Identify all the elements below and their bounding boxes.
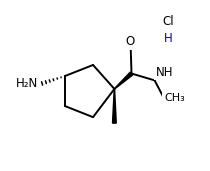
Polygon shape [114,72,133,89]
Text: O: O [126,35,135,48]
Text: CH₃: CH₃ [164,93,185,103]
Polygon shape [113,89,116,123]
Text: Cl: Cl [162,15,174,28]
Text: H: H [164,32,172,45]
Text: H₂N: H₂N [16,77,38,90]
Text: NH: NH [155,66,173,79]
